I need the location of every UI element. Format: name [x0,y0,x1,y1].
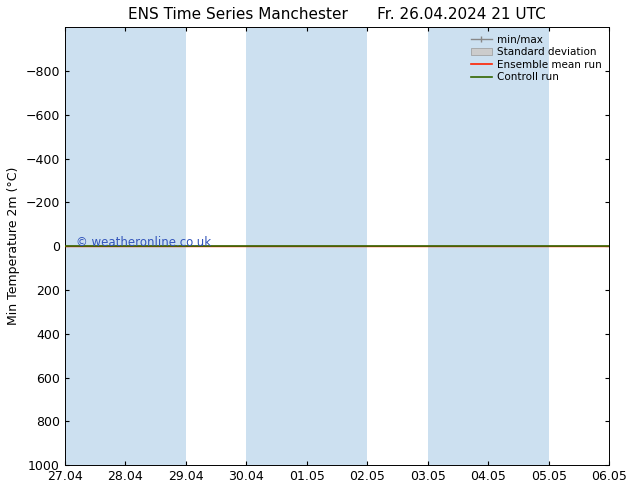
Legend: min/max, Standard deviation, Ensemble mean run, Controll run: min/max, Standard deviation, Ensemble me… [469,32,604,84]
Bar [126,27,186,465]
Bar [186,27,246,465]
Bar [307,27,367,465]
Bar [488,27,548,465]
Bar [548,27,609,465]
Bar [428,27,488,465]
Bar [367,27,428,465]
Text: © weatheronline.co.uk: © weatheronline.co.uk [75,236,211,249]
Bar [65,27,126,465]
Title: ENS Time Series Manchester      Fr. 26.04.2024 21 UTC: ENS Time Series Manchester Fr. 26.04.202… [128,7,546,22]
Y-axis label: Min Temperature 2m (°C): Min Temperature 2m (°C) [7,167,20,325]
Bar [246,27,307,465]
